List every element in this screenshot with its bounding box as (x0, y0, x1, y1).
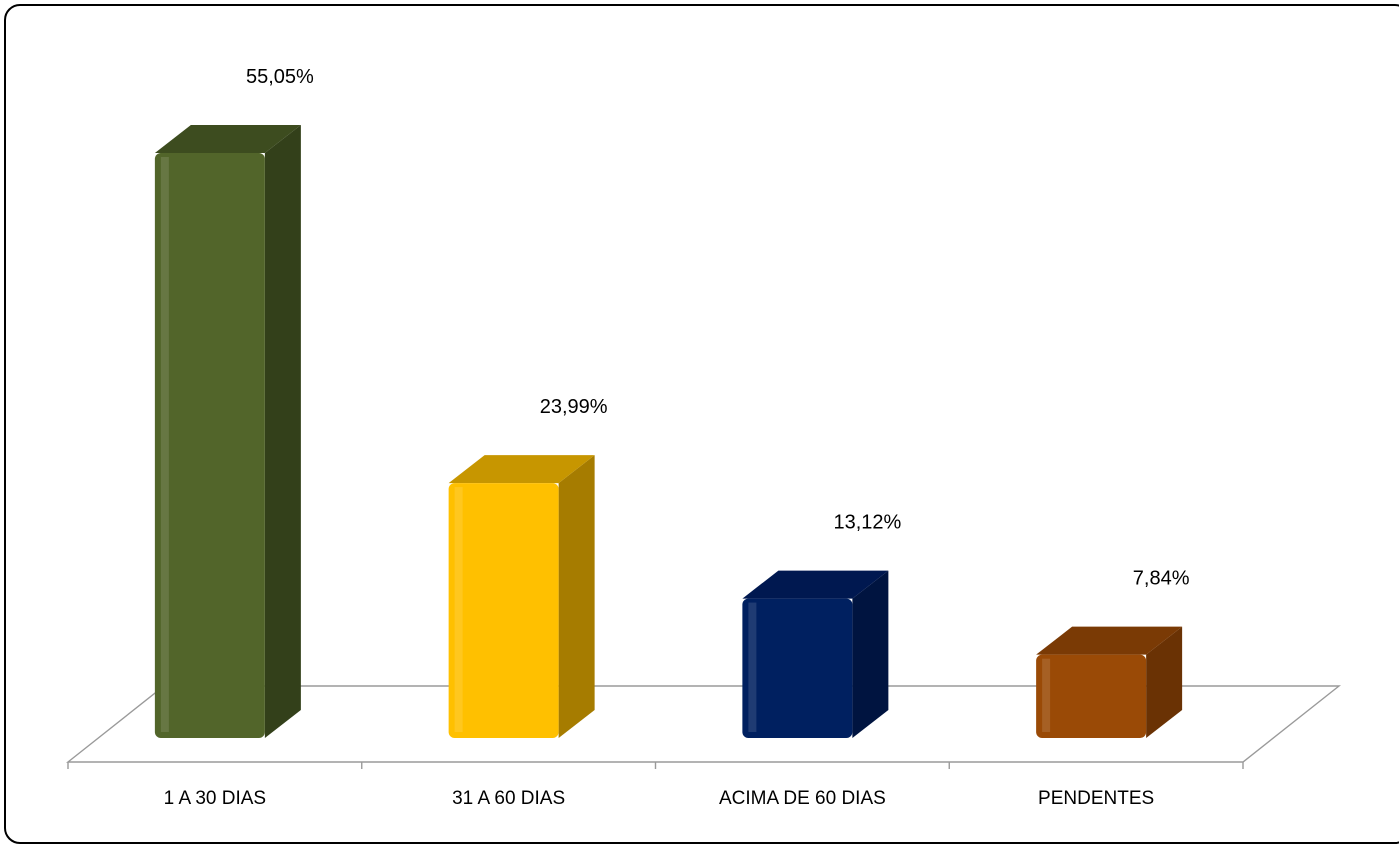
bar (1036, 626, 1183, 738)
bar-side-face (852, 570, 889, 738)
floor-plane (65, 685, 1342, 763)
bar (154, 125, 301, 738)
x-tick-label: 31 A 60 DIAS (452, 788, 565, 809)
data-label: 55,05% (246, 66, 314, 88)
chart-floor (65, 685, 1342, 763)
bar-side-face (1146, 626, 1183, 738)
data-label: 13,12% (833, 512, 901, 534)
bar-top-face (1036, 626, 1183, 655)
x-tick-label: PENDENTES (1038, 788, 1154, 809)
x-tick-label: 1 A 30 DIAS (164, 788, 266, 809)
x-axis: 1 A 30 DIAS 31 A 60 DIAS ACIMA DE 60 DIAS P… (67, 762, 1244, 809)
bar-top-face (154, 125, 301, 153)
bar-highlight (160, 157, 169, 732)
bar-front-face (154, 153, 265, 738)
bar-side-face (264, 125, 301, 738)
bar-front-face (1036, 654, 1147, 738)
bar (448, 455, 595, 738)
bar-front-face (742, 598, 853, 738)
bar-highlight (1042, 658, 1051, 732)
bar-top-face (448, 455, 595, 484)
bar-highlight (454, 487, 463, 732)
data-label-group: 55,05% 23,99% 13,12% 7,84% (246, 66, 1190, 590)
bar-front-face (448, 483, 559, 738)
bar (742, 570, 889, 738)
data-label: 23,99% (540, 396, 608, 418)
x-tick-label: ACIMA DE 60 DIAS (719, 788, 886, 809)
bar-side-face (558, 455, 595, 738)
bar-group (154, 125, 1183, 738)
bar-top-face (742, 570, 889, 599)
data-label: 7,84% (1133, 568, 1190, 590)
bar-highlight (748, 602, 757, 732)
